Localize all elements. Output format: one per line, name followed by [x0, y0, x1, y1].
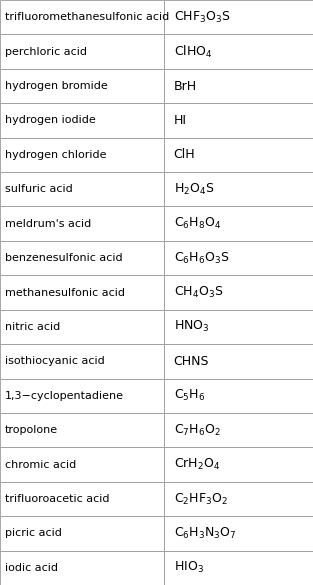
Text: chromic acid: chromic acid: [5, 460, 76, 470]
Text: HIO$_3$: HIO$_3$: [174, 560, 204, 575]
Text: C$_2$HF$_3$O$_2$: C$_2$HF$_3$O$_2$: [174, 491, 228, 507]
Text: CHF$_3$O$_3$S: CHF$_3$O$_3$S: [174, 10, 230, 25]
Bar: [164, 448, 313, 482]
Bar: [164, 482, 313, 516]
Text: CH$_4$O$_3$S: CH$_4$O$_3$S: [174, 285, 223, 300]
Bar: [164, 35, 313, 69]
Text: isothiocyanic acid: isothiocyanic acid: [5, 356, 105, 366]
Bar: [0, 241, 164, 276]
Bar: [0, 103, 164, 137]
Bar: [164, 0, 313, 35]
Text: ClH: ClH: [174, 149, 195, 161]
Bar: [0, 69, 164, 103]
Text: HNO$_3$: HNO$_3$: [174, 319, 209, 335]
Bar: [164, 172, 313, 207]
Text: picric acid: picric acid: [5, 528, 62, 538]
Text: perchloric acid: perchloric acid: [5, 47, 87, 57]
Text: trifluoroacetic acid: trifluoroacetic acid: [5, 494, 109, 504]
Text: hydrogen bromide: hydrogen bromide: [5, 81, 107, 91]
Text: C$_6$H$_6$O$_3$S: C$_6$H$_6$O$_3$S: [174, 250, 229, 266]
Bar: [0, 172, 164, 207]
Bar: [164, 344, 313, 378]
Text: C$_7$H$_6$O$_2$: C$_7$H$_6$O$_2$: [174, 422, 220, 438]
Text: BrH: BrH: [174, 80, 197, 92]
Bar: [0, 344, 164, 378]
Bar: [0, 0, 164, 35]
Bar: [164, 309, 313, 344]
Text: nitric acid: nitric acid: [5, 322, 60, 332]
Bar: [0, 207, 164, 241]
Bar: [0, 550, 164, 585]
Bar: [164, 103, 313, 137]
Text: CrH$_2$O$_4$: CrH$_2$O$_4$: [174, 457, 220, 472]
Bar: [164, 550, 313, 585]
Bar: [164, 69, 313, 103]
Text: tropolone: tropolone: [5, 425, 58, 435]
Bar: [0, 516, 164, 550]
Text: C$_5$H$_6$: C$_5$H$_6$: [174, 388, 205, 403]
Bar: [164, 276, 313, 309]
Text: CHNS: CHNS: [174, 355, 209, 368]
Text: ClHO$_4$: ClHO$_4$: [174, 43, 212, 60]
Bar: [0, 413, 164, 448]
Bar: [164, 378, 313, 413]
Text: 1,3−cyclopentadiene: 1,3−cyclopentadiene: [5, 391, 124, 401]
Text: hydrogen chloride: hydrogen chloride: [5, 150, 106, 160]
Bar: [0, 35, 164, 69]
Bar: [0, 448, 164, 482]
Text: methanesulfonic acid: methanesulfonic acid: [5, 287, 125, 298]
Text: trifluoromethanesulfonic acid: trifluoromethanesulfonic acid: [5, 12, 169, 22]
Text: benzenesulfonic acid: benzenesulfonic acid: [5, 253, 122, 263]
Bar: [164, 413, 313, 448]
Bar: [0, 309, 164, 344]
Text: meldrum's acid: meldrum's acid: [5, 219, 91, 229]
Text: iodic acid: iodic acid: [5, 563, 58, 573]
Bar: [164, 241, 313, 276]
Text: sulfuric acid: sulfuric acid: [5, 184, 72, 194]
Text: H$_2$O$_4$S: H$_2$O$_4$S: [174, 182, 214, 197]
Bar: [164, 207, 313, 241]
Text: hydrogen iodide: hydrogen iodide: [5, 115, 95, 125]
Text: C$_6$H$_8$O$_4$: C$_6$H$_8$O$_4$: [174, 216, 221, 231]
Text: C$_6$H$_3$N$_3$O$_7$: C$_6$H$_3$N$_3$O$_7$: [174, 526, 236, 541]
Bar: [164, 516, 313, 550]
Bar: [0, 482, 164, 516]
Bar: [0, 378, 164, 413]
Bar: [0, 276, 164, 309]
Text: HI: HI: [174, 114, 187, 127]
Bar: [164, 137, 313, 172]
Bar: [0, 137, 164, 172]
